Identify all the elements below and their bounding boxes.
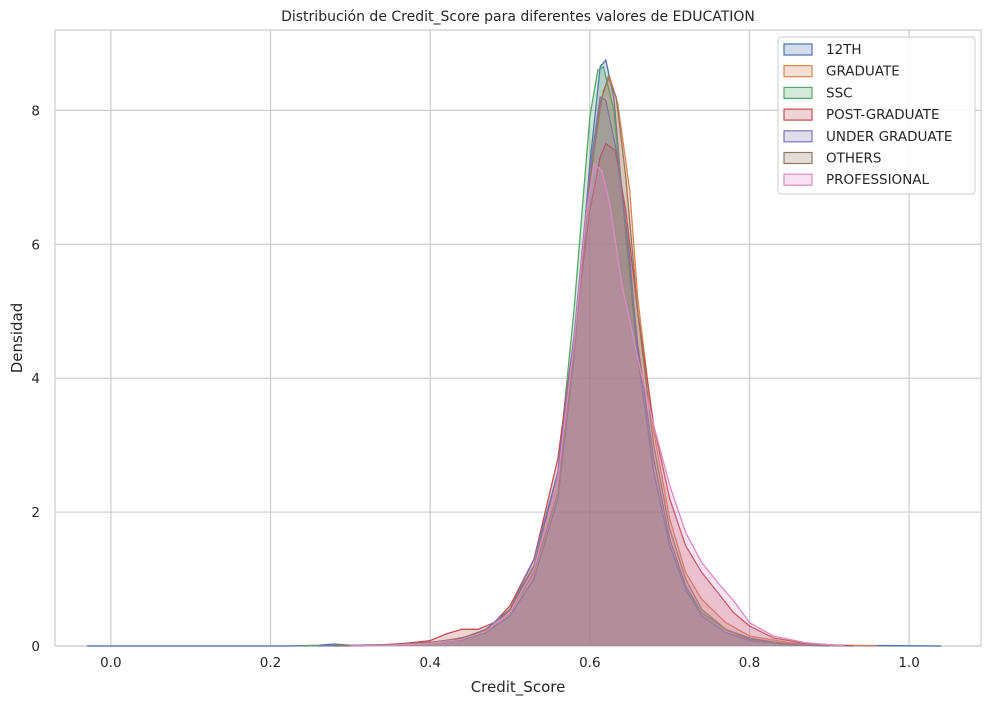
legend-label-graduate: GRADUATE bbox=[826, 64, 900, 80]
legend-label-12th: 12TH bbox=[826, 42, 862, 58]
series-layer bbox=[86, 58, 942, 647]
y-axis-label: Densidad bbox=[8, 303, 26, 374]
legend-box bbox=[777, 36, 976, 195]
x-tick-label: 0.2 bbox=[260, 655, 281, 671]
series-area-professional bbox=[350, 163, 846, 646]
series-area-graduate bbox=[302, 76, 878, 646]
series-area-others bbox=[334, 76, 846, 646]
y-tick-label: 8 bbox=[31, 103, 40, 119]
chart-title: Distribución de Credit_Score para difere… bbox=[281, 9, 755, 25]
y-tick-label: 6 bbox=[31, 237, 40, 253]
legend-label-ssc: SSC bbox=[826, 85, 853, 101]
x-tick-label: 0.4 bbox=[419, 655, 440, 671]
legend-swatch-professional bbox=[783, 173, 813, 186]
series-area-under-graduate bbox=[318, 97, 830, 646]
x-tick-label: 1.0 bbox=[898, 655, 919, 671]
series-line-professional bbox=[350, 162, 846, 647]
legend-label-post-graduate: POST-GRADUATE bbox=[826, 107, 939, 123]
legend-label-professional: PROFESSIONAL bbox=[826, 172, 930, 188]
legend-swatch-others bbox=[783, 151, 813, 165]
legend-swatch-ssc bbox=[783, 86, 813, 100]
legend-swatch-graduate bbox=[783, 65, 813, 78]
y-tick-label: 4 bbox=[31, 371, 40, 387]
x-tick-label: 0.6 bbox=[579, 655, 600, 671]
x-tick-label: 0.0 bbox=[100, 655, 121, 671]
x-axis-label: Credit_Score bbox=[471, 678, 566, 697]
legend-swatch-12th bbox=[783, 43, 813, 56]
tick-labels: 0.0 0.2 0.4 0.6 0.8 1.0 0 2 4 6 8 bbox=[31, 103, 919, 671]
series-area-post-graduate bbox=[334, 143, 854, 647]
y-tick-label: 0 bbox=[31, 639, 40, 655]
legend-swatch-under-graduate bbox=[783, 130, 813, 143]
legend: 12TH GRADUATE SSC POST-GRADUATE UNDER GRADUA… bbox=[777, 36, 976, 195]
y-tick-label: 2 bbox=[31, 505, 40, 521]
series-line-post-graduate bbox=[334, 142, 854, 647]
legend-label-under-graduate: UNDER GRADUATE bbox=[826, 129, 952, 145]
legend-swatch-post-graduate bbox=[783, 108, 813, 121]
series-line-others bbox=[334, 74, 846, 647]
plot-frame bbox=[54, 29, 982, 647]
legend-label-others: OTHERS bbox=[826, 151, 882, 167]
x-tick-label: 0.8 bbox=[739, 655, 760, 671]
